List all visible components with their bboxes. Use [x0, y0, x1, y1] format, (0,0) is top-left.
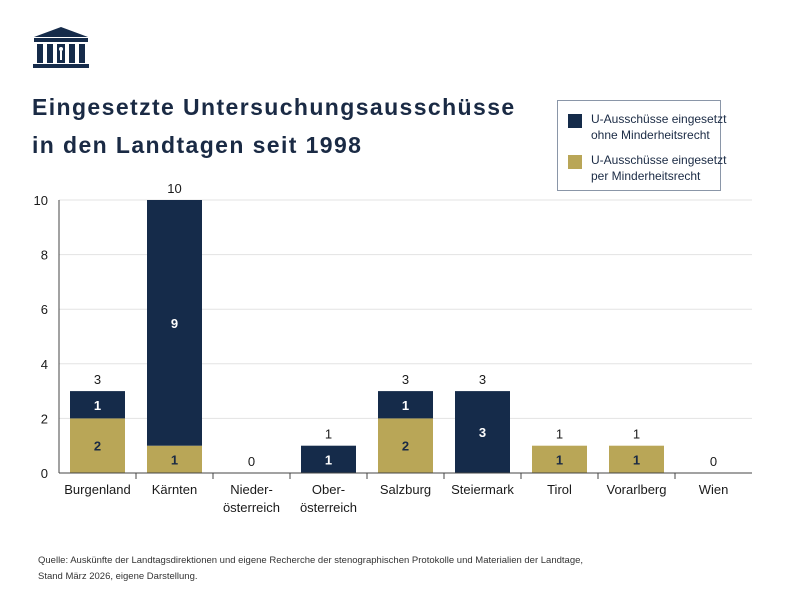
x-tick-label: österreich: [223, 500, 280, 515]
bar-segment-value: 1: [633, 452, 640, 467]
x-tick-label: Nieder-: [230, 482, 273, 497]
source-line: Quelle: Auskünfte der Landtagsdirektione…: [38, 555, 584, 566]
x-tick-label: Tirol: [547, 482, 572, 497]
bar-total-label: 0: [248, 454, 255, 469]
bar-segment-value: 1: [402, 398, 409, 413]
legend-label-line: per Minderheitsrecht: [591, 169, 701, 183]
bar-segment: [147, 445, 202, 473]
y-tick-label: 8: [41, 248, 48, 263]
source-note: Quelle: Auskünfte der Landtagsdirektione…: [38, 553, 658, 585]
bar-segment: [147, 200, 202, 446]
y-tick-label: 4: [41, 357, 48, 372]
bar-segment-value: 1: [171, 452, 178, 467]
x-tick-label: Salzburg: [380, 482, 431, 497]
x-tick-label: Steiermark: [451, 482, 514, 497]
bar-segment: [301, 445, 356, 473]
bar-total-label: 1: [325, 427, 332, 442]
legend-label-line: U-Ausschüsse eingesetzt: [591, 112, 727, 126]
bar-segment: [70, 391, 125, 419]
bar-chart: 0246810213Burgenland1910Kärnten0Nieder-ö…: [34, 181, 752, 515]
bar-segment: [70, 418, 125, 473]
x-tick-label: Kärnten: [152, 482, 198, 497]
bar-segment: [532, 445, 587, 473]
y-tick-label: 2: [41, 411, 48, 426]
bar-segment: [609, 445, 664, 473]
source-line: Stand März 2026, eigene Darstellung.: [38, 571, 198, 582]
legend-swatch-dark: [568, 114, 582, 128]
bar-segment-value: 1: [94, 398, 101, 413]
legend-label-line: U-Ausschüsse eingesetzt: [591, 153, 727, 167]
y-tick-label: 0: [41, 466, 48, 481]
bar-segment: [378, 391, 433, 419]
bar-total-label: 3: [94, 372, 101, 387]
legend-label-line: ohne Minderheitsrecht: [591, 128, 710, 142]
y-tick-label: 10: [34, 193, 48, 208]
chart-title-line: Eingesetzte Untersuchungsausschüsse: [32, 94, 516, 120]
x-tick-label: Vorarlberg: [607, 482, 667, 497]
chart-title-line: in den Landtagen seit 1998: [32, 132, 363, 158]
legend-item-ohne-minderheitsrecht: U-Ausschüsse eingesetzt ohne Minderheits…: [568, 111, 731, 143]
bar-segment: [455, 391, 510, 473]
x-tick-label: Burgenland: [64, 482, 131, 497]
bar-total-label: 3: [479, 372, 486, 387]
bar-total-label: 10: [167, 181, 181, 196]
bar-segment-value: 1: [325, 452, 332, 467]
bar-segment: [378, 418, 433, 473]
legend-label: U-Ausschüsse eingesetzt per Minderheitsr…: [591, 152, 731, 184]
x-tick-label: österreich: [300, 500, 357, 515]
bar-total-label: 3: [402, 372, 409, 387]
bar-total-label: 1: [633, 427, 640, 442]
x-tick-label: Wien: [699, 482, 729, 497]
legend-label: U-Ausschüsse eingesetzt ohne Minderheits…: [591, 111, 731, 143]
y-tick-label: 6: [41, 302, 48, 317]
bar-segment-value: 2: [94, 439, 101, 454]
legend-item-per-minderheitsrecht: U-Ausschüsse eingesetzt per Minderheitsr…: [568, 152, 731, 184]
bar-segment-value: 1: [556, 452, 563, 467]
bar-segment-value: 3: [479, 425, 486, 440]
bar-total-label: 0: [710, 454, 717, 469]
bar-segment-value: 2: [402, 439, 409, 454]
legend: U-Ausschüsse eingesetzt ohne Minderheits…: [557, 100, 726, 191]
chart-title: Eingesetzte Untersuchungsausschüsse in d…: [32, 88, 532, 164]
bar-total-label: 1: [556, 427, 563, 442]
x-tick-label: Ober-: [312, 482, 345, 497]
parliament-logo-icon: [33, 27, 89, 68]
bar-segment-value: 9: [171, 316, 178, 331]
legend-swatch-gold: [568, 155, 582, 169]
